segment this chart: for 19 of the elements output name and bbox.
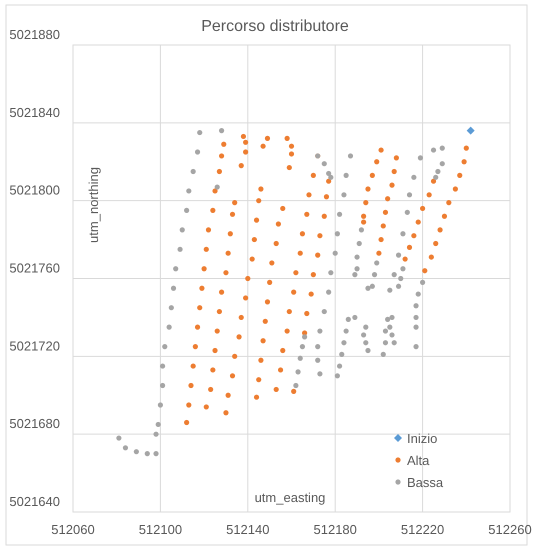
- chart-title: Percorso distributore: [201, 18, 349, 35]
- y-tick-label: 5021880: [9, 27, 60, 42]
- legend-label: Bassa: [407, 475, 444, 490]
- legend-label: Alta: [407, 453, 430, 468]
- y-tick-label: 5021840: [9, 104, 60, 120]
- y-tick-label: 5021800: [9, 182, 60, 198]
- y-tick-label: 5021640: [9, 494, 60, 509]
- x-tick-label: 512180: [314, 522, 357, 537]
- x-tick-label: 512260: [488, 522, 532, 537]
- x-tick-label: 512140: [226, 522, 270, 537]
- x-tick-label: 512060: [51, 522, 95, 537]
- y-tick-label: 5021680: [9, 416, 60, 432]
- x-axis-title: utm_easting: [254, 490, 326, 505]
- y-axis-title: utm_northing: [86, 167, 101, 243]
- x-tick-label: 512100: [138, 522, 182, 537]
- y-tick-label: 5021760: [9, 260, 60, 276]
- legend-label: Inizio: [407, 431, 438, 446]
- x-tick-label: 512220: [400, 522, 444, 537]
- y-tick-label: 5021720: [9, 338, 60, 354]
